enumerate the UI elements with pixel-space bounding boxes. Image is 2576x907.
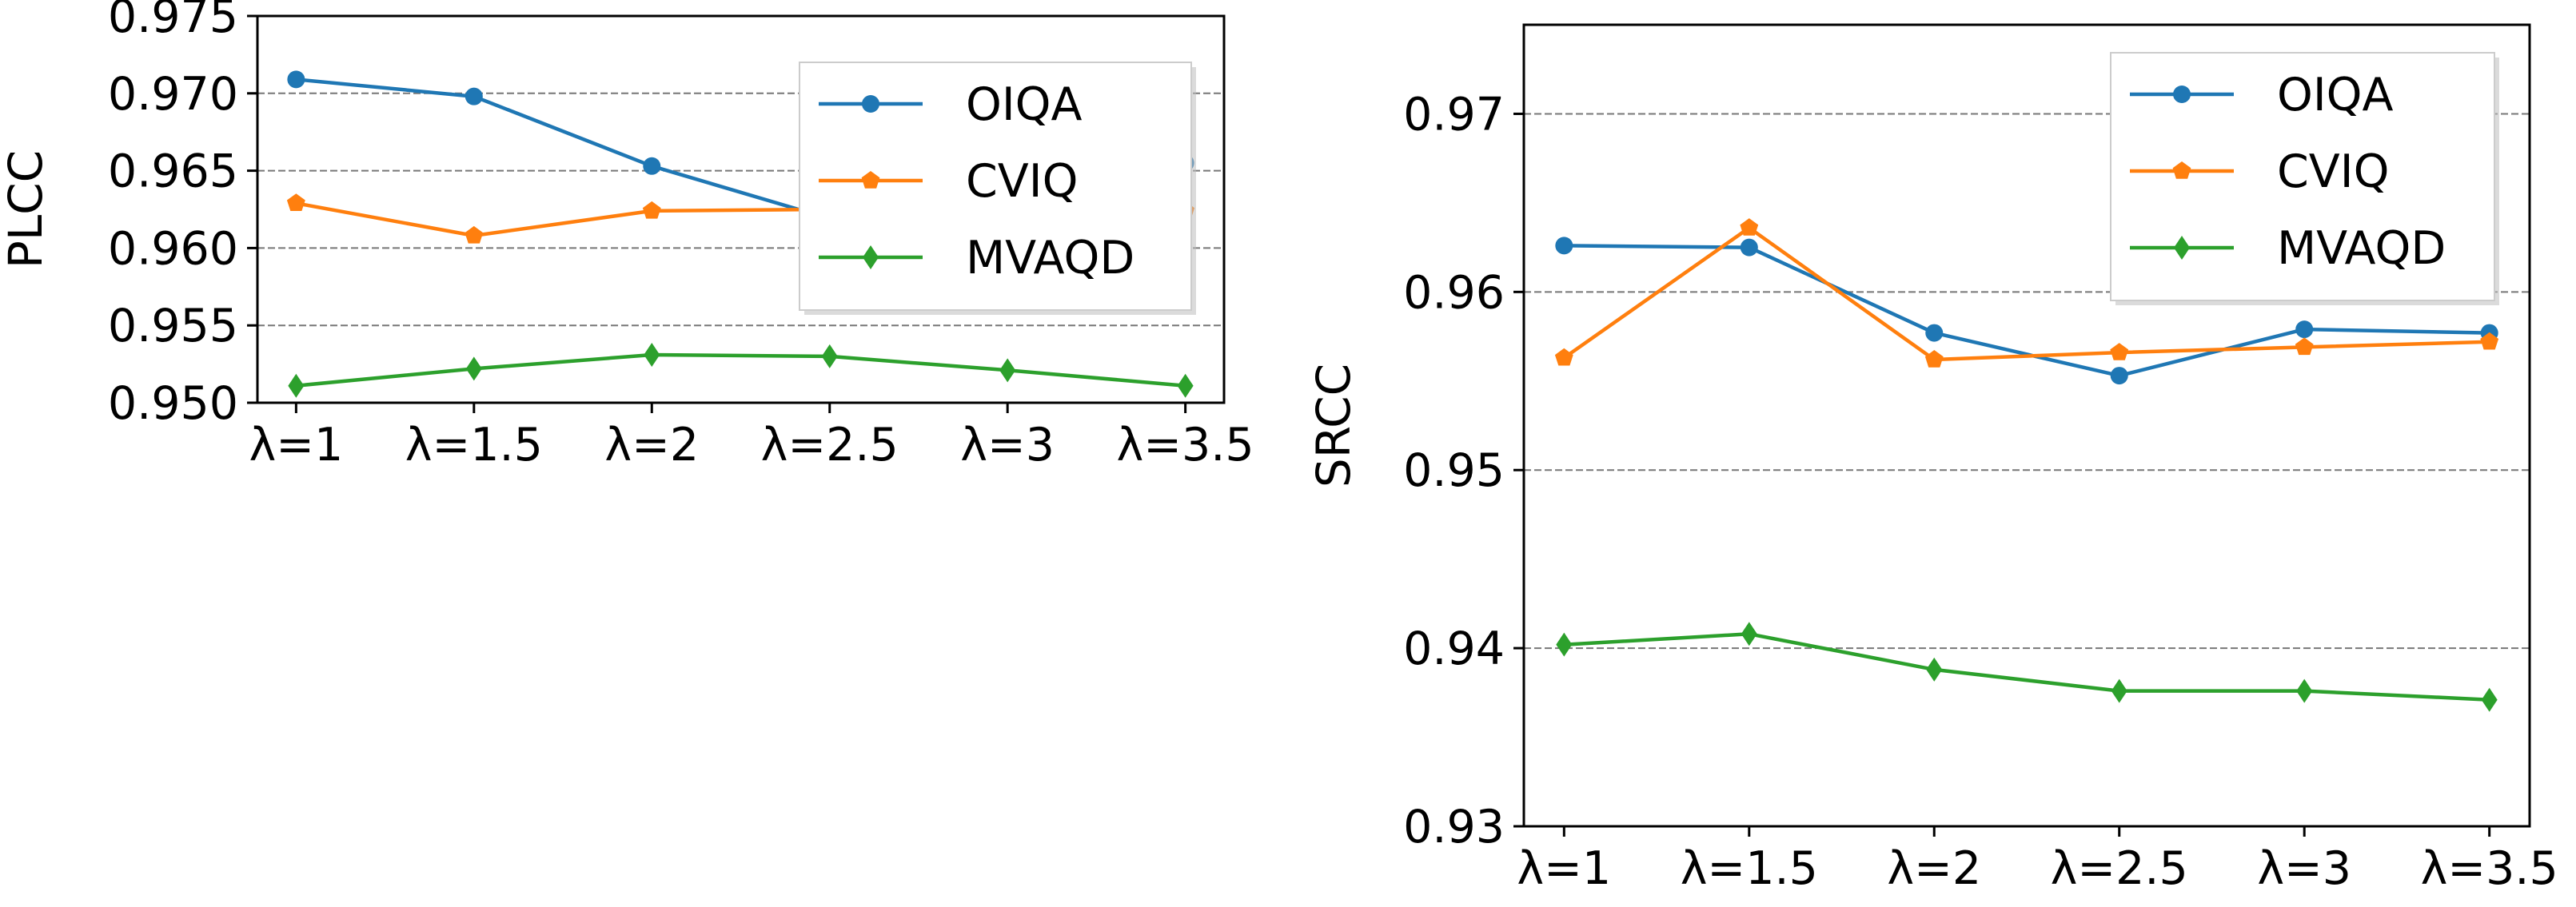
data-point-cviq — [1554, 348, 1573, 366]
legend-label-cviq: CVIQ — [2277, 145, 2389, 198]
y-tick-label: 0.970 — [108, 68, 238, 121]
y-tick-label: 0.950 — [108, 377, 238, 430]
legend: OIQA CVIQ MVAQD — [799, 62, 1196, 315]
y-axis-label: PLCC — [0, 150, 53, 269]
y-tick-label: 0.96 — [1403, 266, 1505, 319]
x-tick-label: λ=2 — [604, 419, 699, 471]
data-point-oiqa — [1555, 237, 1573, 255]
data-point-oiqa — [643, 157, 661, 175]
x-tick-label: λ=3 — [960, 419, 1055, 471]
data-point-oiqa — [287, 70, 305, 89]
legend-label-mvaqd: MVAQD — [2277, 222, 2446, 275]
series-line-cviq — [1563, 225, 2490, 362]
x-tick-label: λ=1 — [1517, 842, 1611, 895]
data-point-mvaqd — [1556, 632, 1573, 657]
data-point-mvaqd — [999, 358, 1016, 383]
data-point-mvaqd — [1926, 657, 1943, 682]
x-tick-label: λ=2.5 — [761, 419, 899, 471]
legend-marker-oiqa — [862, 95, 879, 113]
y-tick-label: 0.94 — [1403, 623, 1505, 675]
data-point-mvaqd — [644, 342, 660, 367]
y-tick-label: 0.955 — [108, 300, 238, 352]
legend-marker-cviq — [2172, 161, 2191, 179]
series-line-mvaqd — [296, 352, 1186, 388]
plot-frame — [256, 14, 1226, 404]
x-tick-label: λ=1.5 — [1681, 842, 1818, 895]
legend-marker-oiqa — [2173, 86, 2191, 103]
legend-label-mvaqd: MVAQD — [966, 232, 1134, 284]
data-point-oiqa — [465, 87, 483, 105]
data-point-cviq — [2295, 337, 2314, 356]
legend-marker-cviq — [861, 171, 880, 189]
data-point-cviq — [2480, 332, 2499, 350]
x-tick-label: λ=1.5 — [405, 419, 543, 471]
y-tick-label: 0.97 — [1403, 88, 1505, 141]
data-point-mvaqd — [821, 344, 838, 368]
data-point-cviq — [642, 201, 661, 219]
x-tick-label: λ=3.5 — [2421, 842, 2558, 895]
x-tick-label: λ=2 — [1887, 842, 1981, 895]
data-point-mvaqd — [2481, 687, 2498, 712]
x-tick-label: λ=3.5 — [1117, 419, 1254, 471]
data-point-mvaqd — [288, 373, 305, 398]
y-tick-label: 0.95 — [1403, 444, 1505, 497]
x-tick-label: λ=1 — [249, 419, 343, 471]
data-point-mvaqd — [2296, 678, 2313, 703]
y-tick-label: 0.965 — [108, 145, 238, 198]
data-point-mvaqd — [465, 356, 482, 381]
plcc-chart: 0.950 0.955 0.960 0.965 0.970 0.975 λ=1 λ=1.5 λ=… — [0, 0, 1254, 471]
data-point-mvaqd — [2111, 678, 2127, 703]
data-point-cviq — [286, 193, 305, 211]
x-tick-label: λ=3 — [2257, 842, 2351, 895]
data-point-oiqa — [1925, 324, 1944, 342]
data-point-cviq — [2110, 343, 2129, 360]
data-point-cviq — [465, 225, 484, 244]
srcc-chart: 0.93 0.94 0.95 0.96 0.97 λ=1 λ=1.5 λ=2 λ=2.5 λ=3 λ… — [1306, 23, 2558, 895]
data-point-mvaqd — [1177, 373, 1194, 398]
legend-marker-mvaqd — [2174, 236, 2190, 260]
y-axis-label: SRCC — [1306, 364, 1361, 487]
data-point-oiqa — [1740, 238, 1758, 257]
data-point-oiqa — [2110, 367, 2128, 385]
data-point-cviq — [1740, 218, 1759, 236]
plot-frame — [1522, 23, 2531, 828]
series-line-mvaqd — [1564, 632, 2490, 702]
legend-marker-mvaqd — [863, 245, 879, 269]
legend-label-oiqa: OIQA — [966, 78, 1083, 131]
legend: OIQA CVIQ MVAQD — [2110, 52, 2499, 305]
data-point-cviq — [1924, 350, 1944, 368]
data-point-mvaqd — [1741, 622, 1757, 646]
y-tick-label: 0.93 — [1403, 801, 1505, 853]
y-tick-label: 0.975 — [108, 0, 238, 43]
x-tick-label: λ=2.5 — [2051, 842, 2188, 895]
legend-label-cviq: CVIQ — [966, 155, 1078, 208]
y-tick-label: 0.960 — [108, 222, 238, 275]
data-point-oiqa — [2295, 320, 2314, 339]
legend-label-oiqa: OIQA — [2277, 69, 2394, 121]
